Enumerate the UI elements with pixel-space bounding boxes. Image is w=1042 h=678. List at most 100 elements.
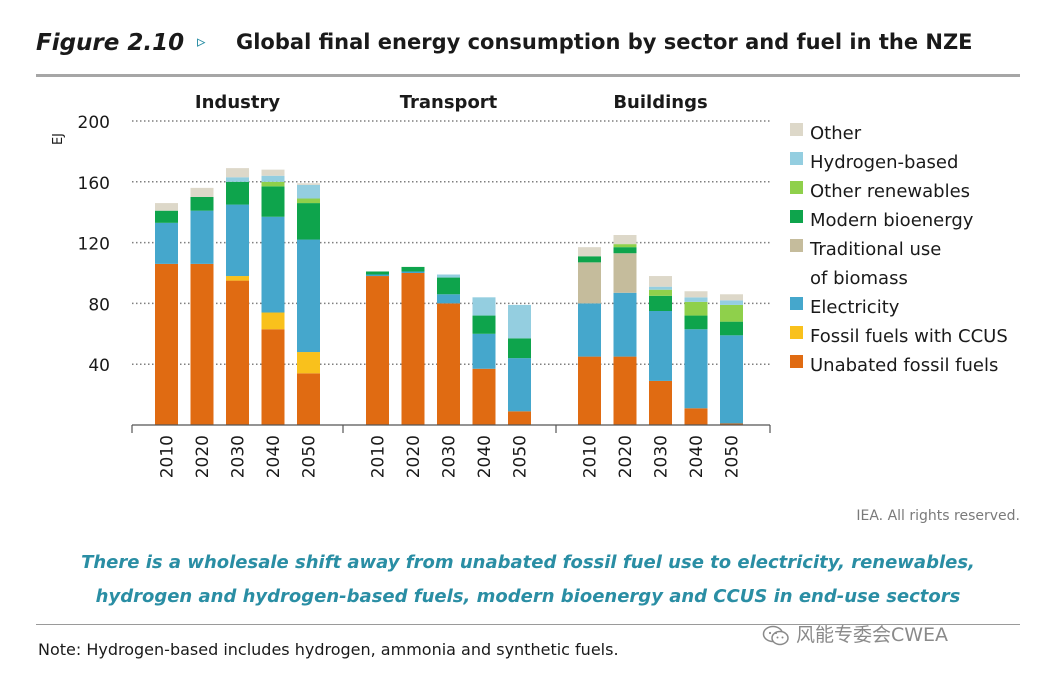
bar-segment-fossil-fuels-with-ccus [297,352,320,374]
bar-segment-modern-bioenergy [190,197,214,211]
bar-segment-modern-bioenergy [508,338,531,359]
bar-segment-modern-bioenergy [437,277,460,295]
x-tick-label: 2020 [616,435,636,478]
bar-segment-electricity [684,329,708,409]
bar-segment-electricity [401,271,425,273]
bar-segment-unabated-fossil-fuels [401,273,425,425]
wechat-logo-icon [762,625,789,645]
bar-segment-other-renewables [613,244,637,248]
bar-segment-electricity [155,222,178,264]
bar-segment-other-renewables [684,301,708,316]
bar-segment-modern-bioenergy [578,256,601,263]
bar-segment-hydrogen-based [508,304,531,339]
legend-label-electricity: Electricity [810,297,900,318]
x-tick-label: 2040 [475,435,495,478]
legend-swatch-fossil-fuels-with-ccus [790,326,803,339]
bar-segment-electricity [437,294,460,304]
group-label-buildings: Buildings [613,92,707,113]
x-tick-label: 2030 [229,435,249,478]
bar-segment-other-renewables [649,289,672,296]
x-tick-label: 2010 [581,435,601,478]
bar-segment-modern-bioenergy [226,181,249,205]
bar-segment-other [297,183,320,185]
y-tick-label: 160 [78,174,110,194]
bar-segment-hydrogen-based [720,300,743,305]
x-tick-label: 2010 [369,435,389,478]
x-tick-label: 2030 [652,435,672,478]
bar-segment-hydrogen-based [297,184,320,199]
x-tick-label: 2040 [264,435,284,478]
figure-label: Figure 2.10 [36,30,185,56]
legend-label-traditional-use-of-biomass: Traditional use [809,239,941,260]
bar-segment-electricity [366,274,389,277]
figure-title: Global final energy consumption by secto… [236,30,973,54]
bar-segment-other [226,168,249,178]
bar-segment-modern-bioenergy [649,295,672,311]
bar-segment-other-renewables [720,304,743,322]
bar-segment-unabated-fossil-fuels [190,263,214,425]
bar-segment-electricity [508,358,531,412]
bar-segment-electricity [720,335,743,424]
bar-segment-modern-bioenergy [155,210,178,223]
bar-segment-unabated-fossil-fuels [297,373,320,425]
bar-segment-other-renewables [297,198,320,204]
watermark-text: 风能专委会CWEA [796,624,949,646]
bar-segment-modern-bioenergy [684,315,708,330]
caption-line-2: hydrogen and hydrogen-based fuels, moder… [95,586,961,607]
legend-label-other: Other [810,123,862,144]
bar-segment-electricity [472,333,496,369]
bar-segment-hydrogen-based [437,274,460,278]
y-tick-label: 40 [88,356,110,376]
bar-segment-other-renewables [261,181,285,187]
legend-swatch-hydrogen-based [790,152,803,165]
bar-segment-other [649,276,672,287]
bar-segment-unabated-fossil-fuels [649,380,672,425]
bar-segment-other [578,247,601,257]
legend-swatch-unabated-fossil-fuels [790,355,803,368]
bar-segment-unabated-fossil-fuels [613,356,637,425]
legend-swatch-other [790,123,803,136]
x-tick-label: 2050 [511,435,531,478]
bar-segment-other [190,187,214,197]
bar-segment-unabated-fossil-fuels [366,276,389,425]
bar-segment-other [155,203,178,211]
legend-label-modern-bioenergy: Modern bioenergy [810,210,974,231]
bar-segment-modern-bioenergy [472,315,496,334]
triangle-arrow-icon: ▹ [197,32,206,52]
bar-segment-modern-bioenergy [261,186,285,217]
x-tick-label: 2030 [440,435,460,478]
credit-line: IEA. All rights reserved. [856,508,1020,524]
legend-swatch-modern-bioenergy [790,210,803,223]
bar-segment-fossil-fuels-with-ccus [261,312,285,330]
bar-segment-unabated-fossil-fuels [261,329,285,425]
bar-segment-unabated-fossil-fuels [155,263,178,425]
bar-segment-fossil-fuels-with-ccus [226,276,249,281]
legend-swatch-other-renewables [790,181,803,194]
bar-segment-modern-bioenergy [720,321,743,336]
footer-divider [36,624,1020,625]
legend-label-fossil-fuels-with-ccus: Fossil fuels with CCUS [810,326,1008,347]
x-tick-label: 2040 [687,435,707,478]
bar-segment-other [684,291,708,298]
y-axis-label: EJ [51,133,66,145]
figure-caption: There is a wholesale shift away from una… [36,546,1020,614]
bar-segment-unabated-fossil-fuels [437,303,460,425]
legend-label-traditional-use-of-biomass: of biomass [810,268,908,289]
y-tick-label: 200 [78,113,110,133]
bar-segment-other [261,169,285,176]
y-tick-label: 80 [88,295,110,315]
bar-segment-hydrogen-based [226,177,249,182]
bar-segment-other [613,235,637,245]
x-tick-label: 2050 [300,435,320,478]
bar-segment-hydrogen-based [684,297,708,302]
bar-segment-modern-bioenergy [613,247,637,254]
bar-segment-electricity [226,204,249,277]
caption-line-1: There is a wholesale shift away from una… [81,552,975,573]
watermark: 风能专委会CWEA [762,620,948,647]
stacked-bar-chart: 40 80 120 160 200 EJ Industry 2010 2020 2030 2040 2… [51,92,1008,478]
bar-segment-electricity [613,292,637,357]
bar-segment-hydrogen-based [472,297,496,316]
bar-segment-electricity [578,303,601,357]
bar-segment-other [720,294,743,301]
bar-segment-electricity [649,311,672,381]
